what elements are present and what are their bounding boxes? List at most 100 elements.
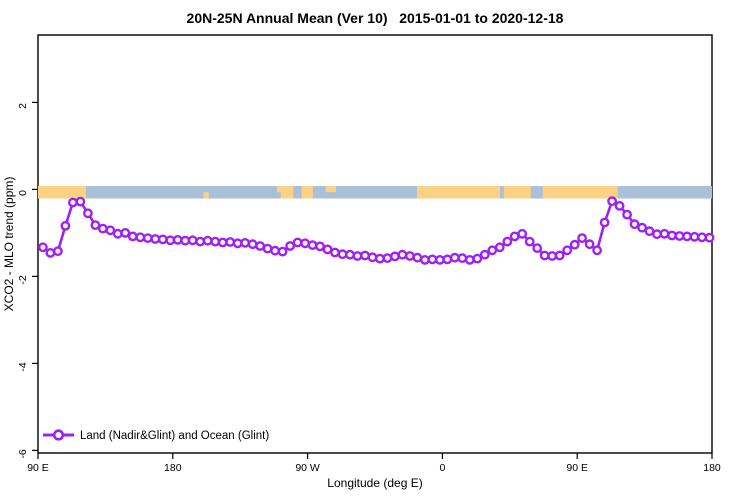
legend: Land (Nadir&Glint) and Ocean (Glint) [43, 429, 269, 442]
data-point-marker [479, 249, 490, 260]
land-segment [503, 186, 531, 199]
data-point-marker [172, 234, 183, 245]
data-point-marker [120, 227, 131, 238]
x-tick-label: 90 E [27, 462, 49, 474]
surface-strip [38, 186, 712, 199]
data-point-marker [180, 235, 191, 246]
land-segment [203, 192, 209, 199]
y-axis: 2 0 -2 -4 -6 [17, 101, 38, 459]
data-point-marker [285, 241, 295, 251]
data-point-marker [330, 247, 340, 258]
data-point-marker [389, 251, 400, 262]
series-line [41, 199, 711, 262]
data-point-marker [509, 231, 520, 242]
x-tick-label: 180 [703, 462, 721, 474]
data-point-marker [457, 253, 468, 264]
land-segment [276, 186, 281, 193]
data-point-marker [270, 245, 280, 256]
data-point-marker [517, 228, 528, 239]
data-point-marker [584, 239, 595, 250]
data-point-marker [157, 234, 168, 245]
data-point-marker [427, 254, 438, 265]
data-point-marker [374, 253, 385, 264]
x-axis-title: Longitude (deg E) [327, 476, 422, 490]
data-point-marker [532, 243, 543, 254]
data-point-marker [45, 247, 56, 258]
data-point-marker [150, 234, 161, 244]
x-tick-label: 0 [439, 462, 445, 474]
data-point-marker [614, 200, 625, 211]
data-point-marker [217, 237, 228, 248]
data-point-marker [135, 232, 146, 243]
data-point-marker [315, 241, 325, 252]
y-tick-label: -4 [17, 362, 29, 371]
data-point-marker [38, 242, 48, 253]
data-point-marker [472, 253, 483, 264]
plot-box [37, 34, 713, 454]
data-point-marker [307, 240, 318, 251]
data-point-marker [195, 236, 206, 247]
data-point-marker [247, 239, 258, 250]
data-point-marker [449, 252, 460, 263]
land-segment [542, 186, 618, 199]
data-point-marker [83, 208, 93, 219]
data-point-marker [404, 251, 415, 261]
data-point-marker [322, 244, 333, 255]
data-point-marker [442, 254, 453, 265]
data-point-marker [382, 253, 393, 264]
data-point-marker [667, 230, 677, 241]
data-point-marker [577, 233, 587, 244]
x-axis: 90 E 180 90 W 0 90 E 180 [27, 453, 721, 474]
data-point-marker [644, 226, 655, 237]
data-point-marker [569, 239, 580, 250]
data-point-marker [524, 236, 535, 247]
x-tick-label: 90 E [566, 462, 588, 474]
data-point-marker [112, 228, 123, 239]
land-segment [416, 186, 501, 199]
data-point-marker [277, 246, 288, 257]
data-point-marker [607, 196, 617, 207]
data-point-marker [412, 252, 423, 263]
data-point-marker [637, 222, 647, 233]
y-tick-label: 0 [17, 190, 29, 196]
x-tick-label: 90 W [295, 462, 320, 474]
data-point-marker [697, 232, 707, 243]
data-point-marker [629, 219, 640, 230]
land-segment [38, 186, 86, 199]
legend-marker-icon [52, 429, 65, 441]
land-segment [325, 186, 337, 193]
data-point-marker [397, 249, 408, 260]
data-point-marker [262, 243, 273, 254]
data-point-marker [210, 236, 221, 247]
data-point-marker [345, 249, 355, 260]
data-point-marker [337, 249, 348, 260]
data-point-marker [682, 231, 692, 242]
data-point-marker [562, 245, 573, 256]
data-point-marker [90, 220, 101, 231]
data-point-marker [255, 241, 265, 251]
data-point-marker [202, 235, 213, 246]
legend-label: Land (Nadir&Glint) and Ocean (Glint) [80, 430, 269, 442]
data-point-marker [240, 237, 251, 248]
data-point-marker [367, 252, 378, 263]
data-point-marker [674, 231, 685, 241]
chart-title: 20N-25N Annual Mean (Ver 10) 2015-01-01 … [187, 10, 564, 26]
data-point-marker [487, 245, 498, 256]
data-point-marker [689, 231, 700, 242]
data-point-marker [592, 245, 602, 256]
data-point-marker [68, 197, 78, 208]
data-point-marker [622, 209, 632, 220]
data-point-marker [599, 217, 610, 228]
data-point-marker [502, 236, 513, 247]
data-point-marker [142, 233, 153, 244]
data-point-marker [53, 246, 63, 257]
data-point-marker [75, 196, 86, 207]
y-axis-title: XCO2 - MLO trend (ppm) [2, 177, 16, 312]
data-point-marker [659, 228, 670, 239]
data-point-marker [225, 237, 236, 247]
data-point-marker [652, 229, 662, 240]
data-point-marker [360, 250, 370, 261]
y-tick-label: 2 [17, 103, 29, 109]
y-tick-label: -6 [17, 449, 29, 458]
